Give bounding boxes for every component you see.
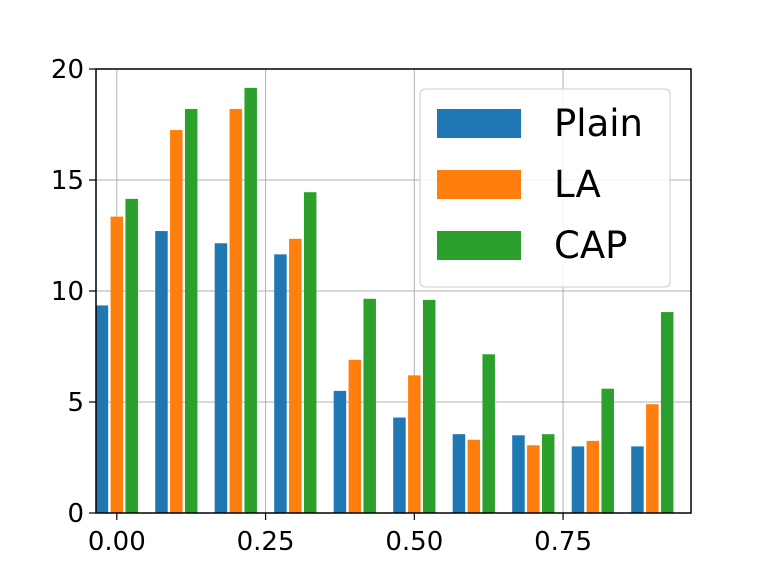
bar-cap [363, 298, 376, 513]
x-tick-label: 0.25 [237, 527, 295, 557]
bar-plain [512, 435, 525, 513]
bar-plain [214, 243, 228, 513]
bar-plain [274, 254, 287, 513]
bar-la [110, 216, 124, 513]
legend-swatch-plain [437, 109, 521, 138]
bars [95, 87, 674, 514]
bar-cap [125, 198, 138, 513]
bar-la [467, 439, 481, 513]
axis-ticks: 0.00 0.25 0.50 0.75 0 5 10 15 20 [51, 55, 592, 557]
y-tick-label: 20 [51, 55, 84, 85]
bar-plain [393, 417, 406, 513]
legend-label-cap: CAP [554, 224, 627, 267]
bar-plain [571, 446, 585, 513]
legend-swatch-cap [437, 231, 521, 260]
bar-cap [660, 312, 674, 513]
bar-plain [631, 446, 644, 513]
bar-cap [422, 299, 436, 513]
y-tick-label: 10 [51, 277, 84, 307]
y-tick-label: 15 [51, 166, 84, 196]
legend-label-la: LA [554, 163, 601, 206]
bar-plain [452, 434, 466, 513]
bar-cap [541, 434, 555, 513]
bar-cap [482, 354, 495, 513]
x-tick-label: 0.75 [534, 527, 592, 557]
bar-la [586, 440, 600, 513]
bar-la [408, 375, 421, 513]
legend-swatch-la [437, 170, 521, 199]
bar-la [289, 238, 302, 513]
x-tick-label: 0.50 [385, 527, 443, 557]
bar-cap [303, 192, 317, 513]
bar-cap [184, 108, 198, 514]
bar-plain [155, 231, 168, 513]
bar-plain [333, 390, 347, 513]
bar-la [348, 359, 362, 513]
bar-plain [95, 305, 109, 513]
bar-la [646, 404, 659, 513]
legend-label-plain: Plain [554, 102, 643, 145]
legend: Plain LA CAP [419, 88, 671, 288]
x-tick-label: 0.00 [88, 527, 146, 557]
bar-cap [244, 87, 257, 514]
bar-la [170, 130, 183, 514]
y-tick-label: 5 [67, 388, 84, 418]
bar-cap [601, 388, 614, 513]
y-tick-label: 0 [67, 499, 84, 529]
bar-la [527, 445, 540, 513]
bar-la [229, 108, 243, 514]
